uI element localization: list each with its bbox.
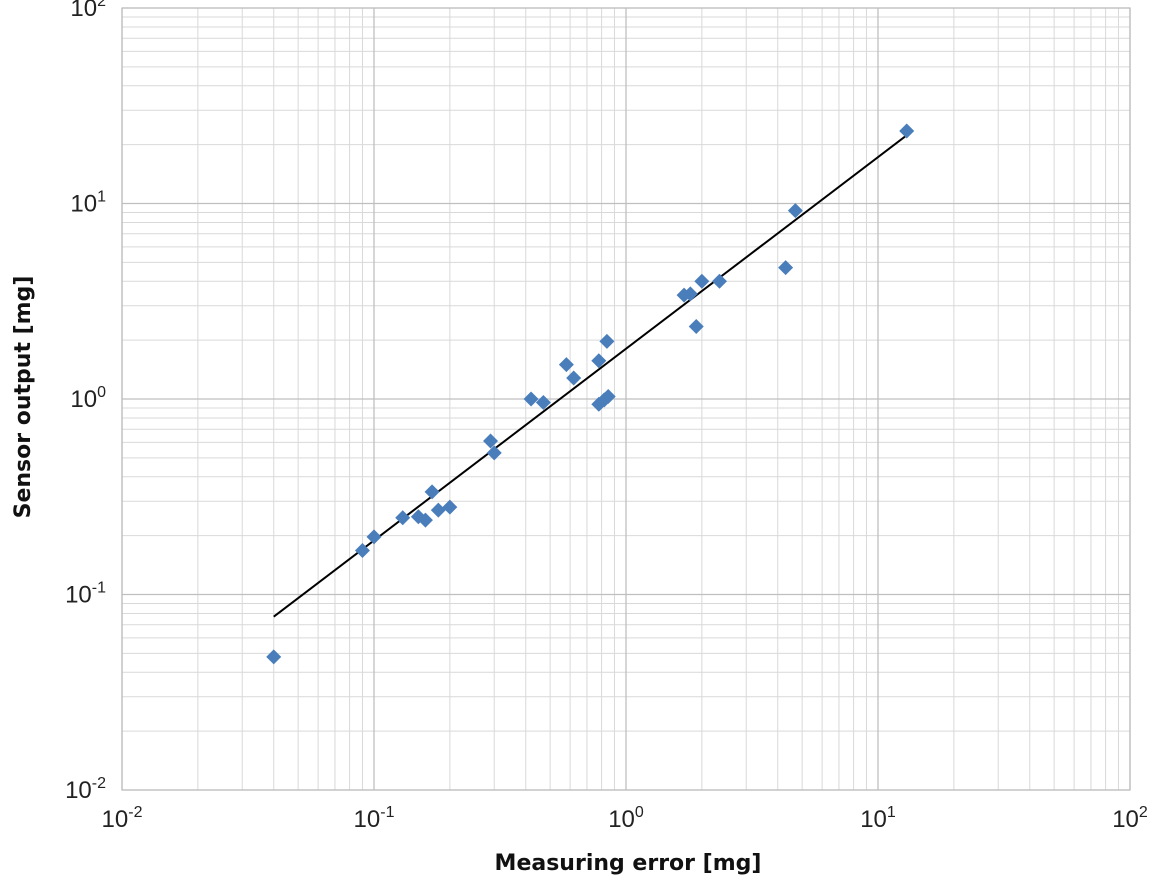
y-tick-label: 101 [70, 189, 106, 218]
data-point [366, 529, 382, 545]
y-tick-label: 10-2 [65, 775, 106, 804]
data-point [694, 273, 710, 289]
y-axis-tick-labels: 10-2 10-1 100 101 102 [65, 0, 106, 804]
data-point [486, 445, 502, 461]
data-point [558, 357, 574, 373]
data-point [424, 484, 440, 500]
data-point [599, 333, 615, 349]
data-point [354, 542, 370, 558]
x-tick-label: 101 [860, 804, 896, 833]
data-point [417, 512, 433, 528]
data-point [899, 123, 915, 139]
y-tick-label: 100 [70, 384, 106, 413]
plot-area-frame [121, 7, 1131, 791]
x-axis-tick-labels: 10-2 10-1 100 101 102 [102, 804, 1148, 833]
x-tick-label: 100 [608, 804, 644, 833]
data-point [591, 353, 607, 369]
data-point [688, 318, 704, 334]
data-point [442, 499, 458, 515]
data-point [523, 391, 539, 407]
data-point [430, 502, 446, 518]
y-tick-label: 102 [70, 0, 106, 22]
data-point [787, 203, 803, 219]
y-tick-label: 10-1 [65, 580, 106, 609]
data-point [483, 433, 499, 449]
data-point [395, 510, 411, 526]
data-points [266, 123, 915, 665]
data-point [712, 273, 728, 289]
data-point [600, 388, 616, 404]
data-point [266, 649, 282, 665]
data-point [778, 260, 794, 276]
y-axis-title: Sensor output [mg] [11, 276, 36, 519]
data-point [566, 370, 582, 386]
x-tick-label: 102 [1112, 804, 1148, 833]
x-tick-label: 10-2 [102, 804, 143, 833]
x-axis-title: Measuring error [mg] [495, 851, 762, 876]
x-tick-label: 10-1 [354, 804, 395, 833]
data-point [682, 286, 698, 302]
data-point [535, 394, 551, 410]
